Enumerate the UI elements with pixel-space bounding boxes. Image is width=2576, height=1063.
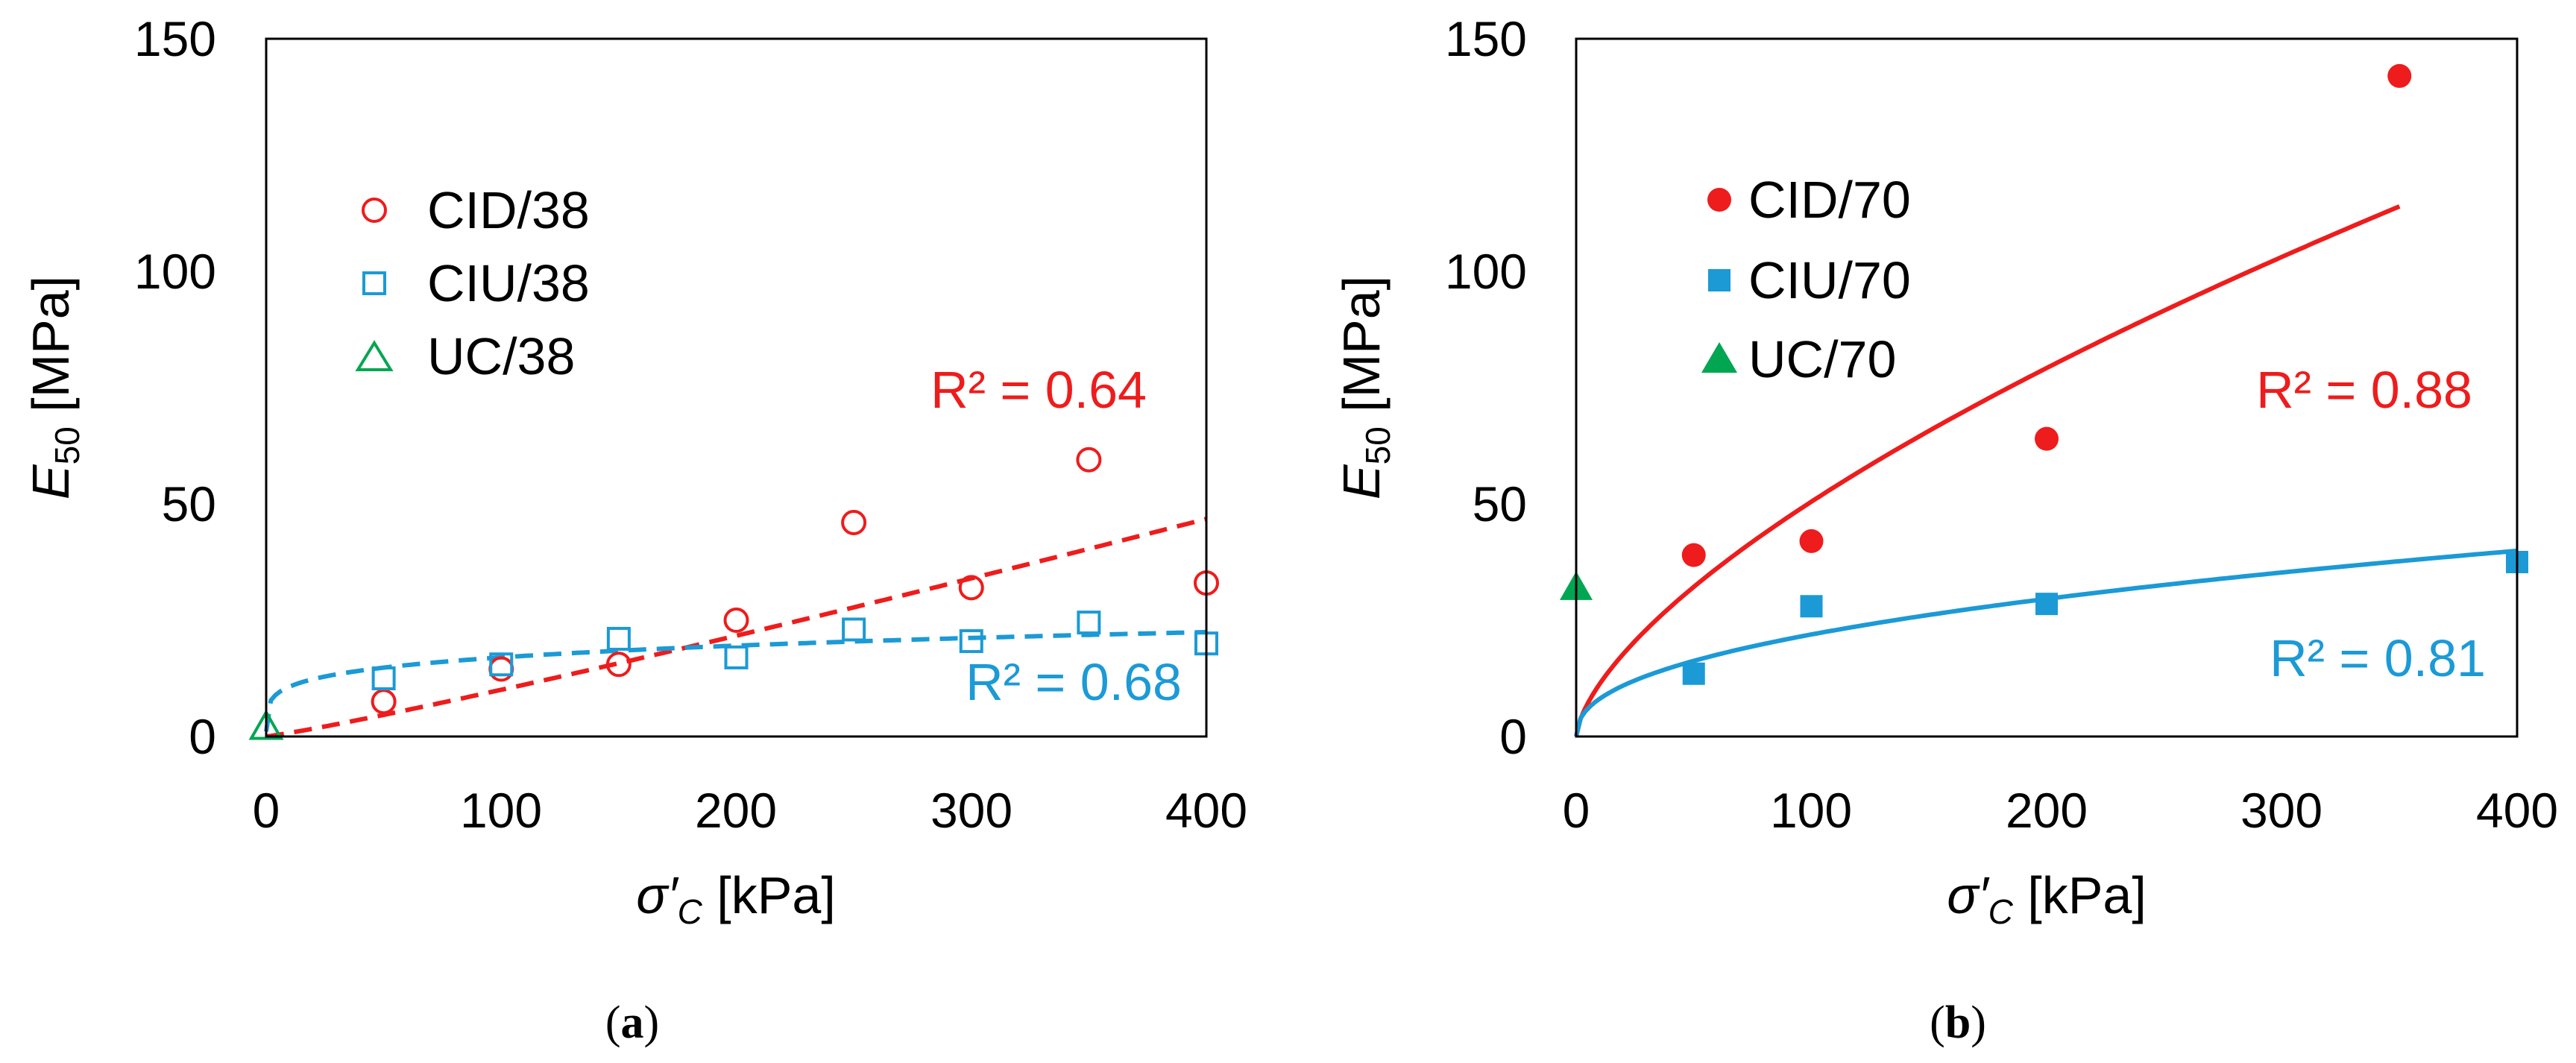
- panel-a-y-tick: 100: [134, 244, 216, 299]
- data-point-cid-70: [1799, 529, 1824, 553]
- panel-a-r2-ciu: R² = 0.68: [966, 653, 1182, 711]
- data-point-cid-38: [488, 656, 514, 682]
- data-point-cid-38: [371, 689, 397, 715]
- legend-label: UC/70: [1748, 330, 1896, 388]
- data-point-cid-38: [958, 575, 984, 601]
- y-label-symbol: E: [1332, 464, 1391, 499]
- data-point-ciu-38: [959, 629, 983, 654]
- data-point-cid-38: [841, 509, 867, 535]
- x-label-symbol: σ′: [636, 866, 679, 924]
- panel-b-x-tick: 400: [2476, 783, 2558, 838]
- panel-a-x-tick: 300: [930, 783, 1013, 838]
- data-point-ciu-38: [606, 626, 631, 651]
- caption-letter: a: [621, 997, 644, 1048]
- panel-b-plot-frame: [1575, 37, 2519, 738]
- legend-marker-square: [362, 271, 386, 295]
- panel-b-y-axis-label: E50 [MPa]: [1332, 276, 1397, 499]
- y-label-unit: [MPa]: [22, 276, 80, 412]
- panel-b-legend: CID/70 CIU/70 UC/70: [1701, 171, 1911, 388]
- panel-a-x-axis-label: σ′C [kPa]: [636, 866, 836, 931]
- legend-marker-square: [1708, 269, 1731, 291]
- data-point-ciu-38: [842, 617, 866, 642]
- panel-b-y-tick: 0: [1499, 709, 1527, 764]
- data-point-uc-38: [248, 709, 284, 740]
- panel-b-plot-area: [1560, 63, 2528, 737]
- x-label-subscript: C: [1988, 892, 2014, 931]
- panel-a-x-tick: 400: [1165, 783, 1247, 838]
- data-point-cid-38: [723, 608, 749, 633]
- data-point-ciu-38: [1077, 611, 1101, 635]
- x-label-subscript: C: [678, 892, 703, 931]
- fit-line-cid-38: [265, 517, 1207, 739]
- data-point-cid-70: [1681, 543, 1706, 567]
- data-point-ciu-70: [1682, 662, 1705, 685]
- panel-b-x-tick: 300: [2240, 783, 2323, 838]
- panel-b: 0 50 100 150 0 100 200 300 400 σ′C [kPa]…: [1332, 11, 2558, 1048]
- legend-marker-circle: [1707, 188, 1731, 212]
- panel-b-caption: (b): [1930, 997, 1986, 1048]
- panel-b-x-tick: 100: [1770, 783, 1852, 838]
- legend-label: CID/38: [427, 181, 590, 239]
- data-point-ciu-70: [1800, 595, 1823, 618]
- legend-label: UC/38: [427, 327, 575, 385]
- data-point-ciu-70: [2035, 593, 2058, 616]
- legend-label: CID/70: [1748, 171, 1911, 229]
- y-label-subscript: 50: [48, 426, 86, 464]
- panel-b-r2-ciu: R² = 0.81: [2270, 629, 2486, 687]
- panel-b-y-tick: 50: [1473, 476, 1527, 532]
- x-label-symbol: σ′: [1947, 866, 1990, 924]
- fit-line-cid-70: [1574, 204, 2401, 737]
- data-point-ciu-38: [489, 652, 514, 677]
- data-point-cid-38: [1076, 447, 1102, 473]
- panel-a-y-axis-label: E50 [MPa]: [22, 276, 86, 499]
- panel-b-x-tick: 200: [2006, 783, 2088, 838]
- y-label-symbol: E: [22, 464, 80, 499]
- panel-b-x-axis-label: σ′C [kPa]: [1947, 866, 2147, 931]
- panel-a-x-tick: 200: [695, 783, 777, 838]
- panel-b-y-tick: 100: [1445, 244, 1527, 299]
- legend-marker-triangle: [1701, 342, 1737, 373]
- panel-a-x-tick: 0: [253, 783, 280, 838]
- x-label-unit: [kPa]: [2027, 866, 2147, 924]
- panel-b-y-tick: 150: [1445, 11, 1527, 66]
- data-point-cid-38: [605, 652, 632, 678]
- panel-a: 0 50 100 150 0 100 200 300 400 σ′C [kPa]…: [22, 11, 1247, 1048]
- panel-a-caption: (a): [605, 997, 659, 1048]
- legend-marker-circle: [362, 198, 387, 223]
- panel-a-legend: CID/38 CIU/38 UC/38: [355, 181, 590, 385]
- data-point-cid-70: [2387, 63, 2412, 88]
- legend-label: CIU/38: [427, 254, 590, 312]
- x-label-unit: [kPa]: [717, 866, 836, 924]
- panel-b-x-tick: 0: [1563, 783, 1590, 838]
- data-point-ciu-38: [371, 666, 396, 690]
- panel-b-r2-cid: R² = 0.88: [2256, 361, 2472, 419]
- panel-a-r2-cid: R² = 0.64: [930, 361, 1147, 419]
- y-label-subscript: 50: [1358, 426, 1397, 464]
- panel-a-y-tick: 0: [189, 709, 216, 764]
- data-point-ciu-38: [724, 645, 749, 669]
- y-label-unit: [MPa]: [1332, 276, 1391, 412]
- panel-a-plot-frame: [265, 37, 1208, 738]
- panel-a-y-tick: 150: [134, 11, 216, 66]
- panel-a-x-tick: 100: [460, 783, 542, 838]
- data-point-cid-70: [2035, 426, 2059, 451]
- panel-a-y-tick: 50: [162, 476, 216, 532]
- legend-label: CIU/70: [1748, 251, 1911, 309]
- caption-letter: b: [1945, 997, 1971, 1048]
- legend-marker-triangle: [355, 340, 394, 371]
